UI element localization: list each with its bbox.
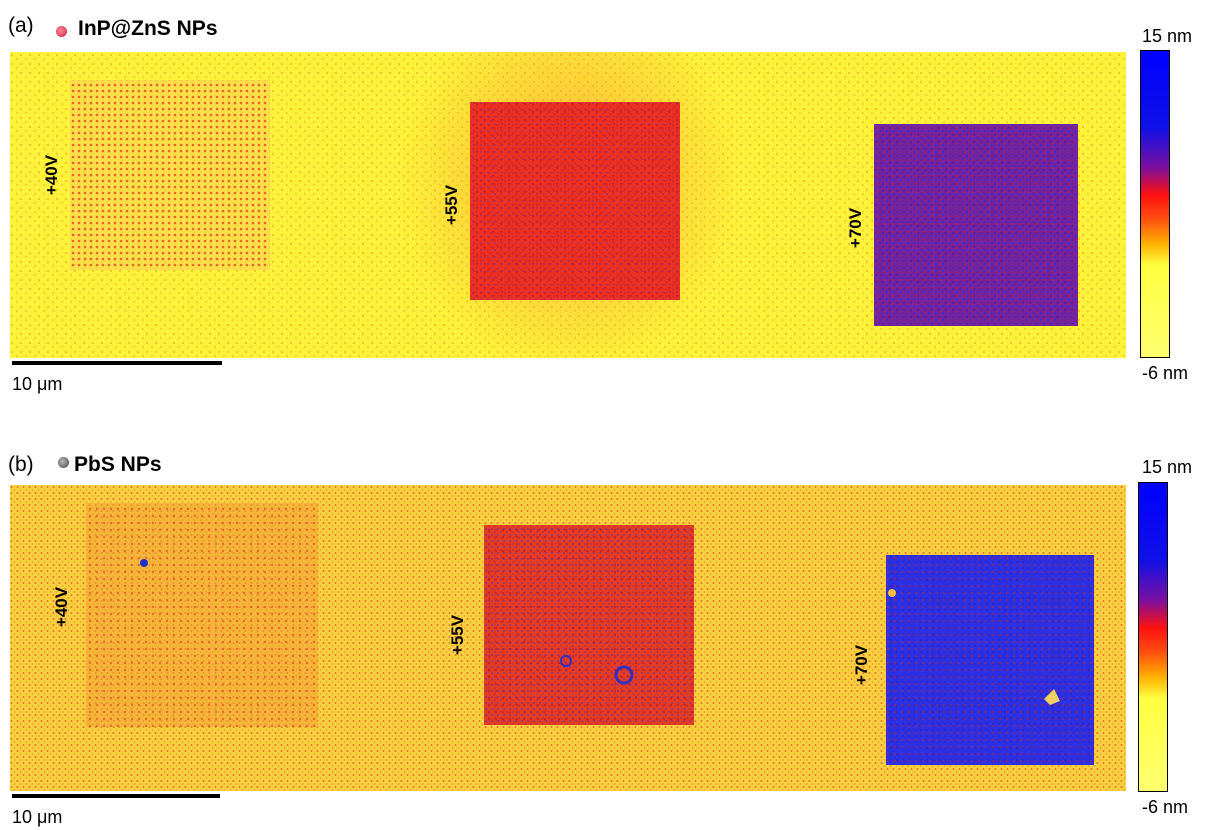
voltage-label-70v: +70V: [846, 207, 866, 249]
panel-letter-b: (b): [8, 453, 34, 476]
scale-bar-b: [12, 794, 220, 798]
voltage-label-55v: +55V: [442, 184, 462, 226]
panel-a: (a) InP@ZnS NPs: [8, 14, 1193, 394]
scale-bar-a: [12, 361, 222, 365]
nanoparticle-icon: [56, 26, 67, 37]
scale-label-b: 10 μm: [12, 807, 63, 827]
np-title-b: PbS NPs: [74, 453, 162, 476]
colorbar-min-label-a: -6 nm: [1142, 363, 1189, 383]
afm-image-a: [10, 52, 1126, 358]
afm-height-map-a: [10, 52, 1126, 358]
colorbar-a: [1140, 50, 1170, 358]
colorbar-b: [1138, 482, 1168, 792]
nanoparticle-icon: [58, 457, 69, 468]
voltage-label-55v: +55V: [448, 614, 468, 656]
afm-height-map-b: [10, 485, 1126, 791]
colorbar-max-label-a: 15 nm: [1142, 26, 1193, 46]
scale-label-a: 10 μm: [12, 374, 63, 394]
voltage-label-40v: +40V: [52, 586, 72, 628]
panel-b: (b) PbS NPs: [0, 415, 1208, 830]
voltage-label-70v: +70V: [852, 644, 872, 686]
afm-image-b: [10, 485, 1126, 791]
panel-letter-a: (a): [8, 14, 34, 37]
colorbar-max-label-b: 15 nm: [1142, 457, 1193, 477]
colorbar-min-label-b: -6 nm: [1142, 797, 1189, 817]
voltage-label-40v: +40V: [42, 154, 62, 196]
np-title-a: InP@ZnS NPs: [78, 17, 218, 40]
